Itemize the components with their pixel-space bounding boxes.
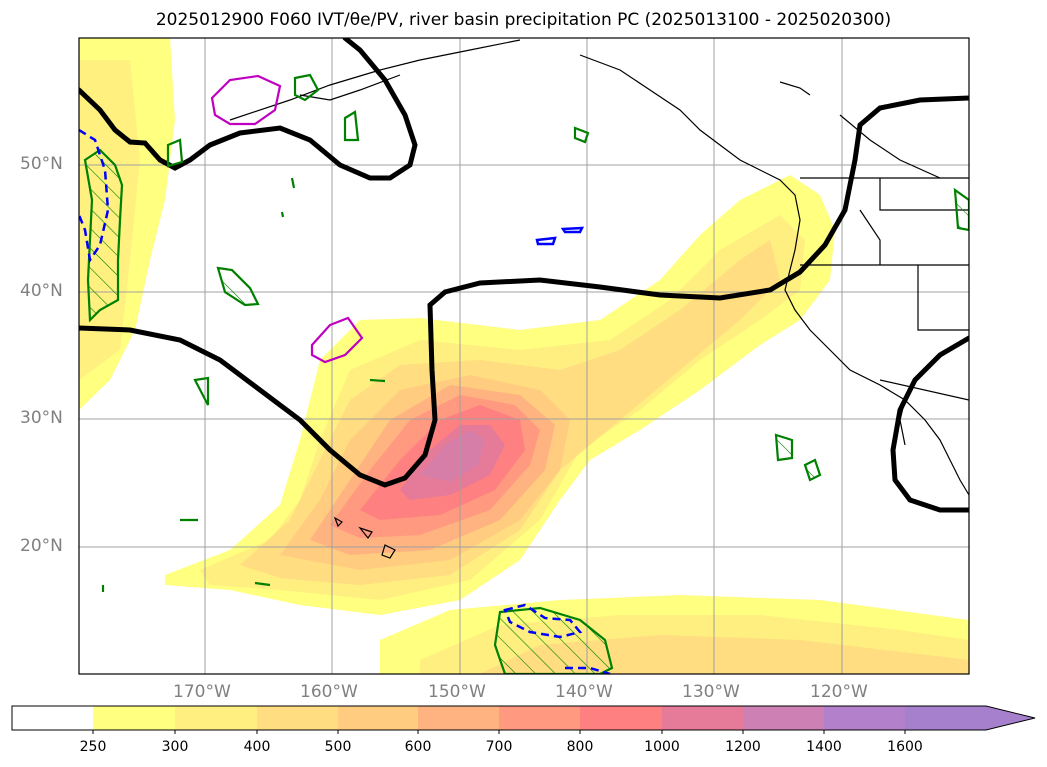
colorbar-segment-1 [93, 706, 175, 730]
graticule [79, 38, 969, 674]
colorbar-tick-label: 500 [324, 739, 352, 755]
lat-label-40n: 40°N [20, 281, 63, 301]
map-area [79, 38, 969, 674]
colorbar-segment-2 [175, 706, 257, 730]
pv-contours [83, 73, 969, 674]
colorbar-tick-label: 300 [161, 739, 189, 755]
lon-label-140w: 140°W [555, 682, 613, 702]
lat-label-20n: 20°N [20, 536, 63, 556]
theta-e-contours [210, 74, 364, 364]
lon-label-160w: 160°W [300, 682, 358, 702]
colorbar-tick-label: 1000 [644, 739, 680, 755]
colorbar-tick-label: 800 [566, 739, 594, 755]
coastlines [229, 39, 969, 559]
lon-label-120w: 120°W [810, 682, 868, 702]
colorbar-tick-label: 400 [243, 739, 271, 755]
colorbar-tick-label: 600 [404, 739, 432, 755]
ivt-contour [79, 38, 969, 513]
colorbar-segment-0 [12, 706, 93, 730]
colorbar-tick-label: 1200 [725, 739, 761, 755]
lon-label-150w: 150°W [428, 682, 486, 702]
lat-label-50n: 50°N [20, 154, 63, 174]
colorbar-extension-arrow [905, 706, 1035, 730]
pv-negative-contours [79, 128, 611, 674]
map-frame [78, 37, 970, 675]
colorbar-tick-label: 1600 [887, 739, 923, 755]
colorbar-tick-label: 250 [79, 739, 107, 755]
colorbar-segment-7 [580, 706, 662, 730]
colorbar-segment-8 [662, 706, 743, 730]
colorbar-tick-label: 700 [485, 739, 513, 755]
colorbar-segment-9 [743, 706, 824, 730]
lon-label-170w: 170°W [173, 682, 231, 702]
colorbar-segment-5 [418, 706, 499, 730]
lat-label-30n: 30°N [20, 408, 63, 428]
lon-label-130w: 130°W [682, 682, 740, 702]
colorbar [11, 705, 1036, 734]
map-title: 2025012900 F060 IVT/θe/PV, river basin p… [155, 10, 892, 30]
colorbar-segment-10 [824, 706, 905, 730]
colorbar-tick-label: 1400 [806, 739, 842, 755]
colorbar-segment-4 [338, 706, 418, 730]
colorbar-segment-3 [257, 706, 338, 730]
colorbar-segment-6 [499, 706, 580, 730]
